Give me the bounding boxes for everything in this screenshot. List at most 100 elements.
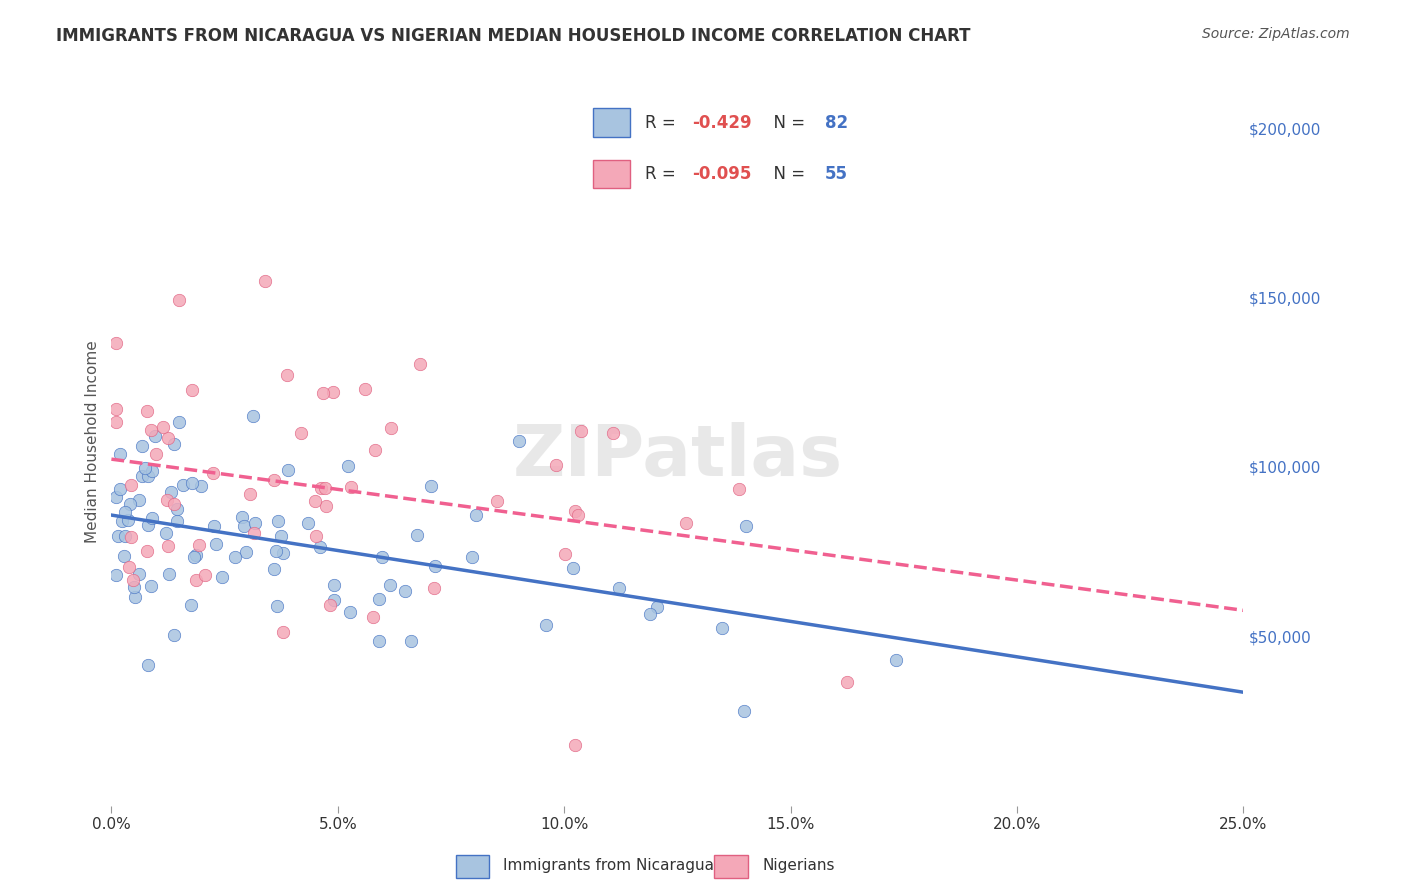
Text: Source: ZipAtlas.com: Source: ZipAtlas.com bbox=[1202, 27, 1350, 41]
Nigerians bbox=[139, 423, 162, 437]
Nigerians bbox=[242, 525, 264, 540]
Immigrants from Nicaragua bbox=[112, 549, 135, 564]
Immigrants from Nicaragua bbox=[155, 525, 177, 540]
Nigerians bbox=[423, 581, 446, 595]
Text: -0.429: -0.429 bbox=[692, 114, 751, 132]
Immigrants from Nicaragua bbox=[131, 439, 153, 453]
Nigerians bbox=[156, 431, 179, 445]
Immigrants from Nicaragua bbox=[336, 458, 359, 473]
Nigerians bbox=[319, 598, 342, 612]
Immigrants from Nicaragua bbox=[160, 485, 183, 500]
Immigrants from Nicaragua bbox=[143, 429, 166, 443]
Nigerians bbox=[157, 539, 180, 553]
Nigerians bbox=[305, 529, 328, 543]
Immigrants from Nicaragua bbox=[370, 550, 392, 565]
Immigrants from Nicaragua bbox=[104, 490, 127, 504]
Nigerians bbox=[120, 478, 142, 492]
Immigrants from Nicaragua bbox=[117, 513, 139, 527]
Immigrants from Nicaragua bbox=[266, 544, 288, 558]
Immigrants from Nicaragua bbox=[186, 548, 208, 562]
Nigerians bbox=[136, 543, 159, 558]
Immigrants from Nicaragua bbox=[638, 607, 661, 621]
Text: N =: N = bbox=[763, 165, 810, 183]
Immigrants from Nicaragua bbox=[131, 468, 153, 483]
Nigerians bbox=[361, 610, 384, 624]
Nigerians bbox=[194, 567, 217, 582]
Text: Immigrants from Nicaragua: Immigrants from Nicaragua bbox=[503, 858, 714, 872]
Immigrants from Nicaragua bbox=[645, 600, 668, 615]
Nigerians bbox=[567, 508, 589, 522]
Immigrants from Nicaragua bbox=[111, 515, 134, 529]
Immigrants from Nicaragua bbox=[167, 415, 190, 429]
Nigerians bbox=[202, 466, 225, 480]
Nigerians bbox=[122, 573, 145, 587]
Immigrants from Nicaragua bbox=[367, 591, 389, 606]
Nigerians bbox=[187, 538, 209, 552]
Immigrants from Nicaragua bbox=[399, 634, 422, 648]
Nigerians bbox=[118, 560, 141, 574]
Nigerians bbox=[263, 473, 285, 487]
Nigerians bbox=[571, 425, 593, 439]
Immigrants from Nicaragua bbox=[122, 580, 145, 594]
Immigrants from Nicaragua bbox=[339, 605, 361, 619]
Immigrants from Nicaragua bbox=[104, 568, 127, 582]
Immigrants from Nicaragua bbox=[118, 497, 141, 511]
Immigrants from Nicaragua bbox=[886, 653, 908, 667]
Immigrants from Nicaragua bbox=[139, 579, 162, 593]
Immigrants from Nicaragua bbox=[180, 475, 202, 490]
Nigerians bbox=[727, 483, 749, 497]
Nigerians bbox=[276, 368, 298, 382]
Immigrants from Nicaragua bbox=[242, 409, 264, 424]
Nigerians bbox=[364, 443, 387, 458]
Immigrants from Nicaragua bbox=[108, 447, 131, 461]
Immigrants from Nicaragua bbox=[128, 567, 150, 582]
Nigerians bbox=[485, 493, 508, 508]
Text: Nigerians: Nigerians bbox=[762, 858, 835, 872]
Y-axis label: Median Household Income: Median Household Income bbox=[86, 340, 100, 543]
Immigrants from Nicaragua bbox=[464, 508, 486, 522]
Nigerians bbox=[120, 530, 142, 544]
Immigrants from Nicaragua bbox=[128, 493, 150, 508]
Text: N =: N = bbox=[763, 114, 810, 132]
Nigerians bbox=[354, 382, 377, 396]
Nigerians bbox=[271, 625, 294, 640]
Immigrants from Nicaragua bbox=[394, 583, 416, 598]
Immigrants from Nicaragua bbox=[180, 598, 202, 612]
Immigrants from Nicaragua bbox=[183, 549, 205, 564]
Immigrants from Nicaragua bbox=[406, 528, 429, 542]
Immigrants from Nicaragua bbox=[263, 562, 285, 576]
Nigerians bbox=[602, 425, 624, 440]
Immigrants from Nicaragua bbox=[420, 479, 443, 493]
Immigrants from Nicaragua bbox=[266, 599, 288, 614]
Immigrants from Nicaragua bbox=[735, 518, 758, 533]
Immigrants from Nicaragua bbox=[368, 634, 391, 648]
Immigrants from Nicaragua bbox=[378, 578, 401, 592]
Text: 82: 82 bbox=[825, 114, 848, 132]
Nigerians bbox=[315, 499, 337, 513]
Nigerians bbox=[314, 481, 336, 495]
Nigerians bbox=[180, 383, 202, 397]
Nigerians bbox=[304, 493, 326, 508]
Text: IMMIGRANTS FROM NICARAGUA VS NIGERIAN MEDIAN HOUSEHOLD INCOME CORRELATION CHART: IMMIGRANTS FROM NICARAGUA VS NIGERIAN ME… bbox=[56, 27, 970, 45]
Nigerians bbox=[837, 675, 859, 690]
Immigrants from Nicaragua bbox=[277, 463, 299, 477]
Immigrants from Nicaragua bbox=[460, 549, 482, 564]
Nigerians bbox=[167, 293, 190, 307]
Nigerians bbox=[544, 458, 567, 473]
Immigrants from Nicaragua bbox=[141, 511, 163, 525]
Nigerians bbox=[309, 481, 332, 495]
Immigrants from Nicaragua bbox=[309, 540, 332, 554]
Nigerians bbox=[322, 384, 344, 399]
Nigerians bbox=[564, 504, 586, 518]
FancyBboxPatch shape bbox=[593, 160, 630, 188]
Immigrants from Nicaragua bbox=[157, 567, 180, 582]
Immigrants from Nicaragua bbox=[235, 545, 257, 559]
Nigerians bbox=[239, 486, 262, 500]
Immigrants from Nicaragua bbox=[322, 592, 344, 607]
Nigerians bbox=[312, 385, 335, 400]
Nigerians bbox=[104, 415, 127, 429]
Immigrants from Nicaragua bbox=[271, 546, 294, 560]
Immigrants from Nicaragua bbox=[267, 514, 290, 528]
Immigrants from Nicaragua bbox=[297, 516, 319, 530]
Immigrants from Nicaragua bbox=[190, 478, 212, 492]
